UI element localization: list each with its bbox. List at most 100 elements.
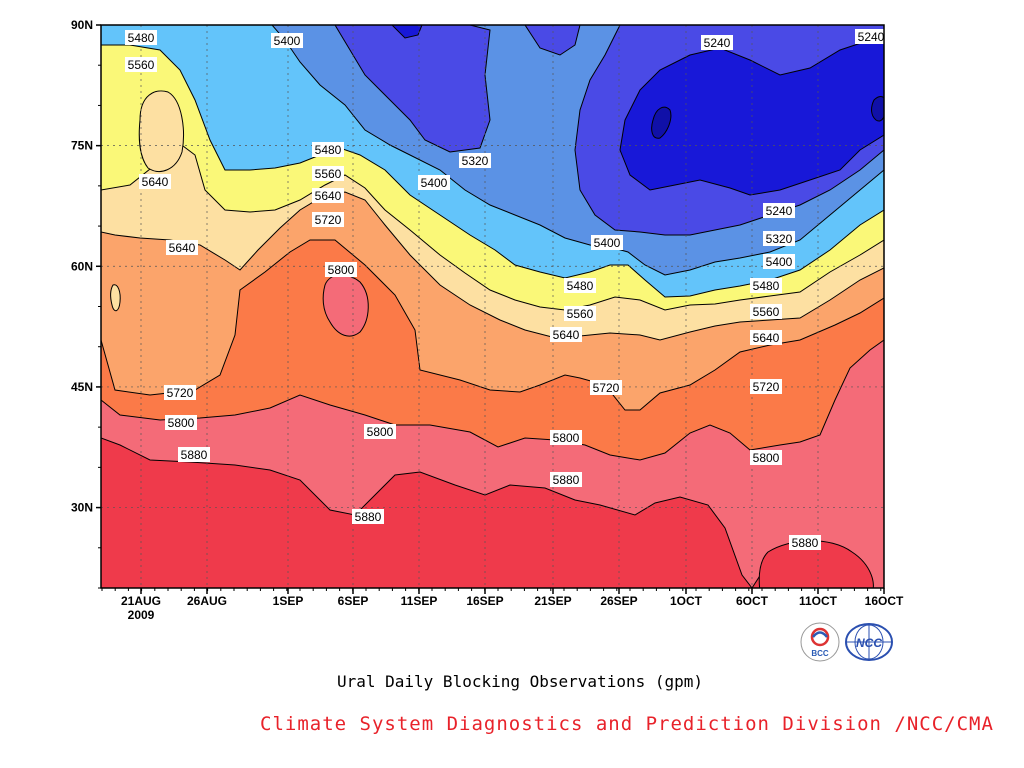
contour-label-text: 5640 <box>753 331 780 345</box>
y-axis: 30N 45N 60N 75N 90N <box>71 18 101 589</box>
contour-label: 5560 <box>312 166 344 181</box>
contour-label-text: 5880 <box>792 536 819 550</box>
contour-label: 5400 <box>418 175 450 190</box>
contour-label-bg <box>125 30 157 45</box>
contour-label: 5880 <box>789 535 821 550</box>
contour-label-bg <box>459 153 491 168</box>
x-tick-label: 26SEP <box>600 594 637 608</box>
contour-label-bg <box>312 166 344 181</box>
chart-caption: Ural Daily Blocking Observations (gpm) <box>336 672 704 691</box>
band-below-5240 <box>391 25 884 196</box>
contour-label: 5320 <box>459 153 491 168</box>
contour-label-bg <box>750 450 782 465</box>
x-tick-label: 21AUG <box>121 594 161 608</box>
contour-label-bg <box>591 235 623 250</box>
contour-label: 5320 <box>763 231 795 246</box>
contour-label: 5800 <box>750 450 782 465</box>
contour-label-bg <box>271 33 303 48</box>
contour-label: 5240 <box>701 35 733 50</box>
contour-label-text: 5880 <box>553 473 580 487</box>
ncc-logo-text: NCC <box>856 636 882 650</box>
contour-label: 5240 <box>855 29 887 44</box>
contour-label: 5480 <box>125 30 157 45</box>
contour-label-text: 5480 <box>128 31 155 45</box>
contour-label-text: 5720 <box>315 213 342 227</box>
contour-fields <box>101 25 884 588</box>
x-tick-label: 11SEP <box>401 594 438 608</box>
y-tick-label: 45N <box>71 380 93 394</box>
contour-label: 5720 <box>312 212 344 227</box>
contour-label-text: 5800 <box>328 263 355 277</box>
contour-above-5640-closed <box>138 90 184 172</box>
contour-label-text: 5400 <box>766 255 793 269</box>
contour-label-bg <box>750 304 782 319</box>
contour-label: 5400 <box>271 33 303 48</box>
contour-label-bg <box>763 203 795 218</box>
contour-label-text: 5480 <box>753 279 780 293</box>
contour-label-text: 5800 <box>367 425 394 439</box>
contour-label-text: 5800 <box>168 416 195 430</box>
contour-label: 5560 <box>750 304 782 319</box>
contour-label-text: 5320 <box>462 154 489 168</box>
contour-label: 5240 <box>763 203 795 218</box>
contour-label-bg <box>164 385 196 400</box>
gridlines <box>101 25 884 588</box>
contour-label-text: 5560 <box>753 305 780 319</box>
contour-label-text: 5800 <box>553 431 580 445</box>
x-tick-label: 26AUG <box>187 594 227 608</box>
contour-label: 5720 <box>164 385 196 400</box>
x-tick-label: 16OCT <box>865 594 904 608</box>
contour-label-text: 5400 <box>594 236 621 250</box>
contour-label: 5880 <box>178 447 210 462</box>
x-tick-label: 1OCT <box>670 594 703 608</box>
contour-west-5640-small <box>110 284 121 312</box>
x-tick-label: 11OCT <box>799 594 838 608</box>
contour-label-text: 5720 <box>593 381 620 395</box>
contour-label: 5880 <box>352 509 384 524</box>
contour-label-bg <box>550 472 582 487</box>
ncc-logo-icon: NCC <box>844 622 894 662</box>
contour-label-bg <box>352 509 384 524</box>
contour-label-bg <box>564 278 596 293</box>
contour-label-text: 5560 <box>567 307 594 321</box>
x-tick-label: 6OCT <box>736 594 769 608</box>
credit-line: Climate System Diagnostics and Predictio… <box>260 713 994 735</box>
contour-label-bg <box>750 278 782 293</box>
contour-label-text: 5640 <box>553 328 580 342</box>
contour-label-bg <box>763 254 795 269</box>
contour-label-bg <box>165 415 197 430</box>
x-year-label: 2009 <box>128 608 155 622</box>
contour-label-bg <box>750 379 782 394</box>
contour-label-bg <box>178 447 210 462</box>
contour-label: 5640 <box>750 330 782 345</box>
contour-label-bg <box>855 29 887 44</box>
contour-label-text: 5400 <box>274 34 301 48</box>
contour-label-bg <box>750 330 782 345</box>
contour-label: 5400 <box>763 254 795 269</box>
contour-label: 5800 <box>550 430 582 445</box>
contour-label-text: 5400 <box>421 176 448 190</box>
contour-label: 5880 <box>550 472 582 487</box>
contour-label-bg <box>418 175 450 190</box>
contour-label: 5800 <box>325 262 357 277</box>
y-tick-label: 90N <box>71 18 93 32</box>
contour-label-text: 5880 <box>181 448 208 462</box>
contour-label-bg <box>590 380 622 395</box>
contour-label-text: 5800 <box>753 451 780 465</box>
contour-label-bg <box>312 188 344 203</box>
y-tick-label: 30N <box>71 501 93 515</box>
x-tick-label: 6SEP <box>338 594 369 608</box>
contour-label-text: 5240 <box>704 36 731 50</box>
contour-label: 5560 <box>564 306 596 321</box>
contour-label-text: 5240 <box>858 30 885 44</box>
contour-label-text: 5560 <box>315 167 342 181</box>
contour-label-text: 5480 <box>567 279 594 293</box>
bcc-logo-icon: BCC <box>800 622 840 662</box>
contour-label-bg <box>550 430 582 445</box>
contour-label: 5720 <box>750 379 782 394</box>
contour-label-bg <box>312 212 344 227</box>
contour-label: 5800 <box>364 424 396 439</box>
contour-label: 5640 <box>166 240 198 255</box>
contour-label-bg <box>325 262 357 277</box>
x-tick-label: 21SEP <box>534 594 571 608</box>
